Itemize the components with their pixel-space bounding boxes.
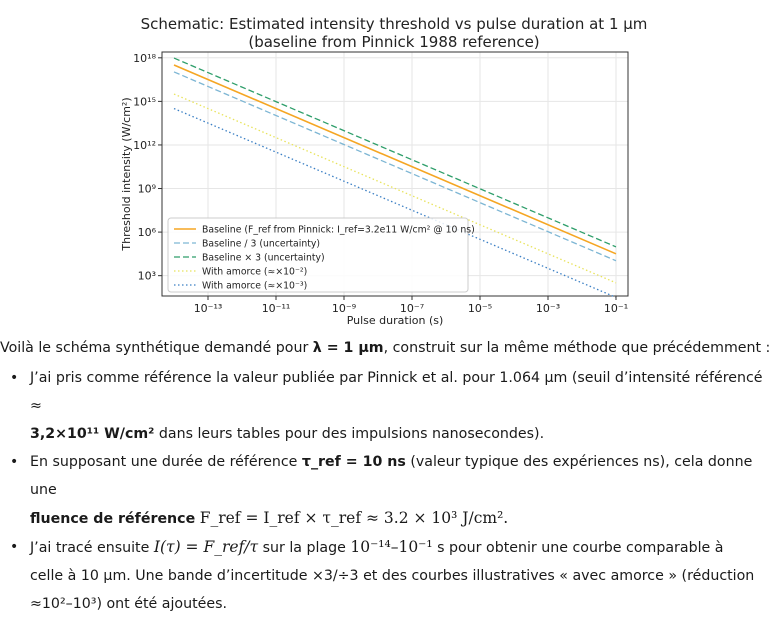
assistant-answer: Voilà le schéma synthétique demandé pour…: [0, 334, 773, 618]
series-line: [173, 107, 617, 298]
chart-ticks: 10⁻¹³ 10⁻¹¹ 10⁻⁹ 10⁻⁷ 10⁻⁵ 10⁻³ 10⁻¹ 10³ 10⁶ 10⁹ 1…: [133, 52, 628, 315]
bullet-icon: •: [10, 454, 19, 470]
series-line: [173, 93, 617, 284]
list-item-curve: • J’ai tracé ensuite I(τ) = F_ref/τ sur …: [0, 533, 773, 618]
list-item-fluence: • En supposant une durée de référence τ_…: [0, 448, 773, 533]
curve-text-end: s pour obtenir une courbe comparable à: [432, 540, 724, 556]
y-tick-label: 10¹²: [133, 139, 156, 152]
fluence-text: En supposant une durée de référence: [30, 454, 302, 470]
chart-title: Schematic: Estimated intensity threshold…: [141, 15, 648, 33]
y-tick-label: 10¹⁵: [133, 95, 156, 108]
x-tick-label: 10⁻¹³: [194, 302, 223, 315]
intensity-formula: I(τ) = F_ref/τ: [153, 538, 259, 556]
legend-entry: With amorce (≈×10⁻³): [202, 281, 307, 292]
legend-entry: Baseline × 3 (uncertainty): [202, 253, 325, 264]
x-tick-label: 10⁻³: [536, 302, 560, 315]
series-line: [173, 64, 617, 255]
x-tick-label: 10⁻¹: [604, 302, 628, 315]
list-item-reference: • J’ai pris comme référence la valeur pu…: [0, 364, 773, 448]
chart-figure: Schematic: Estimated intensity threshold…: [120, 15, 648, 327]
legend-entry: Baseline / 3 (uncertainty): [202, 239, 320, 250]
reference-intensity-value: 3,2×10¹¹ W/cm²: [30, 426, 155, 442]
tau-ref-value: τ_ref = 10 ns: [301, 454, 406, 470]
x-tick-label: 10⁻¹¹: [262, 302, 291, 315]
legend-box: [167, 217, 469, 293]
reference-text: J’ai pris comme référence la valeur publ…: [30, 370, 763, 414]
x-axis-label: Pulse duration (s): [347, 314, 444, 327]
curve-text: J’ai tracé ensuite: [30, 540, 154, 556]
intro-text-end: , construit sur la même méthode que préc…: [383, 340, 771, 356]
chart-subtitle: (baseline from Pinnick 1988 reference): [248, 33, 539, 51]
bullet-icon: •: [10, 370, 19, 386]
legend-entry: Baseline (F_ref from Pinnick: I_ref=3.2e…: [202, 225, 475, 236]
chart-svg: Schematic: Estimated intensity threshold…: [120, 15, 648, 327]
curve-text-mid: sur la plage: [258, 540, 351, 556]
reference-text-end: dans leurs tables pour des impulsions na…: [154, 426, 545, 442]
fluence-label: fluence de référence: [30, 511, 196, 527]
y-tick-label: 10⁹: [138, 183, 156, 196]
bullet-icon: •: [10, 539, 19, 555]
fluence-text-mid: (valeur typique des expériences ns), cel…: [30, 454, 753, 498]
y-axis-label: Threshold intensity (W/cm²): [120, 97, 133, 251]
bullet-list: • J’ai pris comme référence la valeur pu…: [0, 364, 773, 618]
chart-legend: Baseline (F_ref from Pinnick: I_ref=3.2e…: [167, 217, 475, 293]
intro-bold-wavelength: λ = 1 µm: [312, 340, 384, 356]
series-line: [173, 57, 617, 248]
intro-paragraph: Voilà le schéma synthétique demandé pour…: [0, 334, 773, 362]
curve-text-line2: celle à 10 µm. Une bande d’incertitude ×…: [30, 568, 755, 584]
y-tick-label: 10¹⁸: [133, 52, 156, 65]
x-tick-label: 10⁻⁹: [332, 302, 356, 315]
y-tick-label: 10⁶: [138, 226, 157, 239]
x-tick-label: 10⁻⁵: [468, 302, 492, 315]
range-formula: 10⁻¹⁴–10⁻¹: [350, 538, 433, 556]
fluence-formula: F_ref = I_ref × τ_ref ≈ 3.2 × 10³ J/cm².: [199, 509, 509, 527]
y-tick-label: 10³: [138, 270, 156, 283]
chart-series: [173, 57, 617, 298]
series-line: [173, 71, 617, 262]
curve-text-line3: ≈10²–10³) ont été ajoutées.: [30, 596, 228, 612]
plot-area-frame: [161, 51, 629, 297]
x-tick-label: 10⁻⁷: [400, 302, 424, 315]
intro-text-start: Voilà le schéma synthétique demandé pour: [0, 340, 313, 356]
legend-entry: With amorce (≈×10⁻²): [202, 267, 307, 278]
